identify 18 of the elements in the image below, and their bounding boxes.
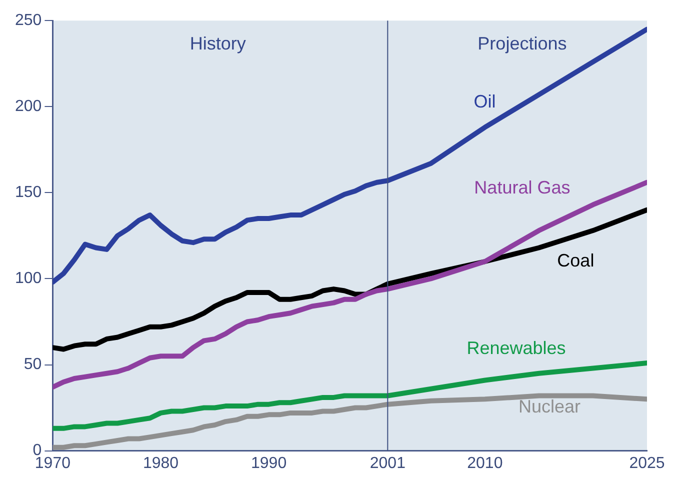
y-tick-label: 200 — [14, 98, 42, 116]
y-tick-label: 50 — [24, 356, 42, 374]
x-tick-label: 1980 — [142, 454, 179, 472]
x-tick-label: 2025 — [629, 454, 665, 472]
series-label: Nuclear — [518, 396, 581, 417]
x-tick-label: 2010 — [467, 454, 503, 472]
series-label: Oil — [474, 91, 496, 112]
y-tick-label: 100 — [14, 270, 42, 288]
series-label: Coal — [557, 250, 594, 270]
x-tick-label: 1970 — [34, 454, 71, 472]
annotation: Projections — [478, 34, 567, 54]
series-label: Natural Gas — [474, 177, 570, 198]
x-tick-label: 1990 — [251, 454, 287, 472]
y-tick-label: 250 — [14, 12, 42, 30]
x-tick-label: 2001 — [370, 454, 406, 472]
series-label: Renewables — [466, 338, 566, 358]
y-tick-label: 150 — [14, 184, 42, 202]
annotation: History — [190, 34, 246, 54]
